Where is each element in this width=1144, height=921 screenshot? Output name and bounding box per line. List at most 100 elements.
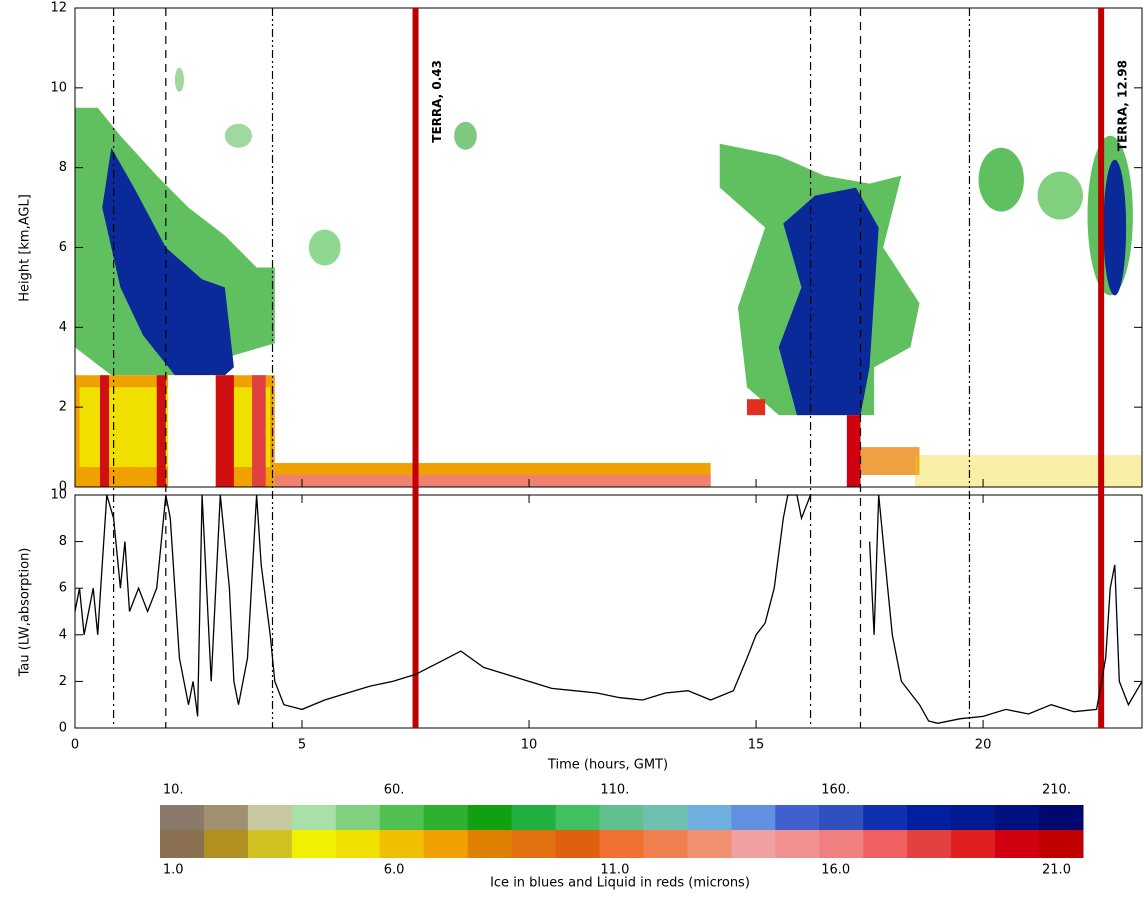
colorbar-cell xyxy=(467,805,513,830)
colorbar-tick-label: 60. xyxy=(384,783,405,798)
y-tick-label: 0 xyxy=(59,480,67,495)
colorbar-cell xyxy=(335,805,381,830)
colorbar-cell xyxy=(995,805,1040,830)
colorbar-cell xyxy=(775,830,820,858)
colorbar-cell xyxy=(599,830,644,858)
colorbar-cell xyxy=(951,805,996,830)
panel-frame xyxy=(74,494,1143,729)
colorbar-cell xyxy=(160,805,205,830)
colorbar-cell xyxy=(687,805,732,830)
y-axis-label: Height [km,AGL] xyxy=(18,194,33,302)
x-tick-label: 5 xyxy=(298,738,306,753)
colorbar-cell xyxy=(379,830,425,858)
ice-cloud xyxy=(224,123,253,148)
colorbar-cell xyxy=(291,830,337,858)
liquid-cloud xyxy=(252,375,266,487)
colorbar-cell xyxy=(995,830,1040,858)
colorbar-cell xyxy=(907,830,952,858)
y-tick-label: 4 xyxy=(59,320,67,335)
colorbar-cell xyxy=(247,830,293,858)
y-tick-label: 10 xyxy=(50,488,67,503)
colorbar-cell xyxy=(423,830,469,858)
colorbar-cell xyxy=(423,805,469,830)
cloud-image xyxy=(75,67,1142,487)
liquid-cloud xyxy=(156,375,166,487)
liquid-cloud xyxy=(274,475,711,487)
y-tick-label: 6 xyxy=(59,240,67,255)
liquid-cloud xyxy=(846,415,861,487)
y-tick-label: 4 xyxy=(59,627,67,642)
x-tick-label: 0 xyxy=(71,738,79,753)
y-tick-label: 2 xyxy=(59,674,67,689)
colorbar-cell xyxy=(863,805,908,830)
colorbar-cell xyxy=(643,830,688,858)
annotation: TERRA, 0.43 xyxy=(430,60,444,143)
colorbar-tick-label: 110. xyxy=(600,783,629,798)
colorbar-cell xyxy=(1039,830,1084,858)
colorbar-cell xyxy=(511,830,557,858)
ice-cloud xyxy=(174,67,184,92)
colorbar-cell xyxy=(203,830,249,858)
colorbar-cell xyxy=(951,830,996,858)
colorbar-tick-label: 6.0 xyxy=(384,863,405,878)
colorbar-tick-label: 21.0 xyxy=(1042,863,1071,878)
tau-line xyxy=(74,494,1143,724)
colorbar-cell xyxy=(643,805,688,830)
colorbar-cell xyxy=(907,805,952,830)
liquid-cloud xyxy=(215,375,234,487)
x-tick-label: 20 xyxy=(975,738,992,753)
colorbar-cell xyxy=(819,830,864,858)
colorbar-cell xyxy=(555,830,601,858)
y-tick-label: 2 xyxy=(59,400,67,415)
colorbar-cell xyxy=(203,805,249,830)
colorbar-cell xyxy=(1039,805,1084,830)
ice-cloud-core xyxy=(102,147,234,376)
annotation: TERRA, 12.98 xyxy=(1116,60,1130,151)
x-tick-label: 10 xyxy=(521,738,538,753)
y-tick-label: 6 xyxy=(59,581,67,596)
liquid-cloud xyxy=(914,455,1142,487)
ice-cloud xyxy=(1037,171,1083,220)
x-tick-label: 15 xyxy=(748,738,765,753)
no-cloud xyxy=(168,375,216,487)
colorbar-cell xyxy=(599,805,644,830)
colorbar-cell xyxy=(863,830,908,858)
colorbar-cell xyxy=(775,805,820,830)
y-tick-label: 8 xyxy=(59,160,67,175)
liquid-cloud xyxy=(860,447,920,476)
colorbar-cell xyxy=(291,805,337,830)
colorbar-cell xyxy=(555,805,601,830)
colorbar-cell xyxy=(247,805,293,830)
colorbar-cell xyxy=(687,830,732,858)
colorbar-tick-label: 210. xyxy=(1042,783,1071,798)
colorbar-tick-label: 1.0 xyxy=(163,863,184,878)
colorbar-cell xyxy=(731,830,776,858)
y-tick-label: 8 xyxy=(59,534,67,549)
colorbar-cell xyxy=(160,830,205,858)
ice-cloud-core xyxy=(778,187,879,416)
liquid-cloud xyxy=(746,399,766,416)
ice-cloud-core xyxy=(1103,159,1127,296)
colorbar-cell xyxy=(467,830,513,858)
x-axis-label: Time (hours, GMT) xyxy=(547,758,668,773)
ice-cloud xyxy=(454,121,477,150)
colorbar-tick-label: 11.0 xyxy=(600,863,629,878)
y-tick-label: 10 xyxy=(50,80,67,95)
liquid-cloud xyxy=(99,375,110,487)
colorbar-cell xyxy=(731,805,776,830)
colorbar-cell xyxy=(379,805,425,830)
y-tick-label: 0 xyxy=(59,721,67,736)
colorbar-cell xyxy=(335,830,381,858)
ice-cloud xyxy=(978,147,1024,212)
colorbar-tick-label: 160. xyxy=(821,783,850,798)
y-axis-label: Tau (LW,absorption) xyxy=(18,548,33,678)
colorbar-cell xyxy=(819,805,864,830)
colorbar-cell xyxy=(511,805,557,830)
colorbar-caption: Ice in blues and Liquid in reds (microns… xyxy=(490,876,750,891)
ice-cloud xyxy=(308,229,341,266)
colorbar-tick-label: 10. xyxy=(163,783,184,798)
y-tick-label: 12 xyxy=(50,1,67,16)
colorbar-tick-label: 16.0 xyxy=(821,863,850,878)
